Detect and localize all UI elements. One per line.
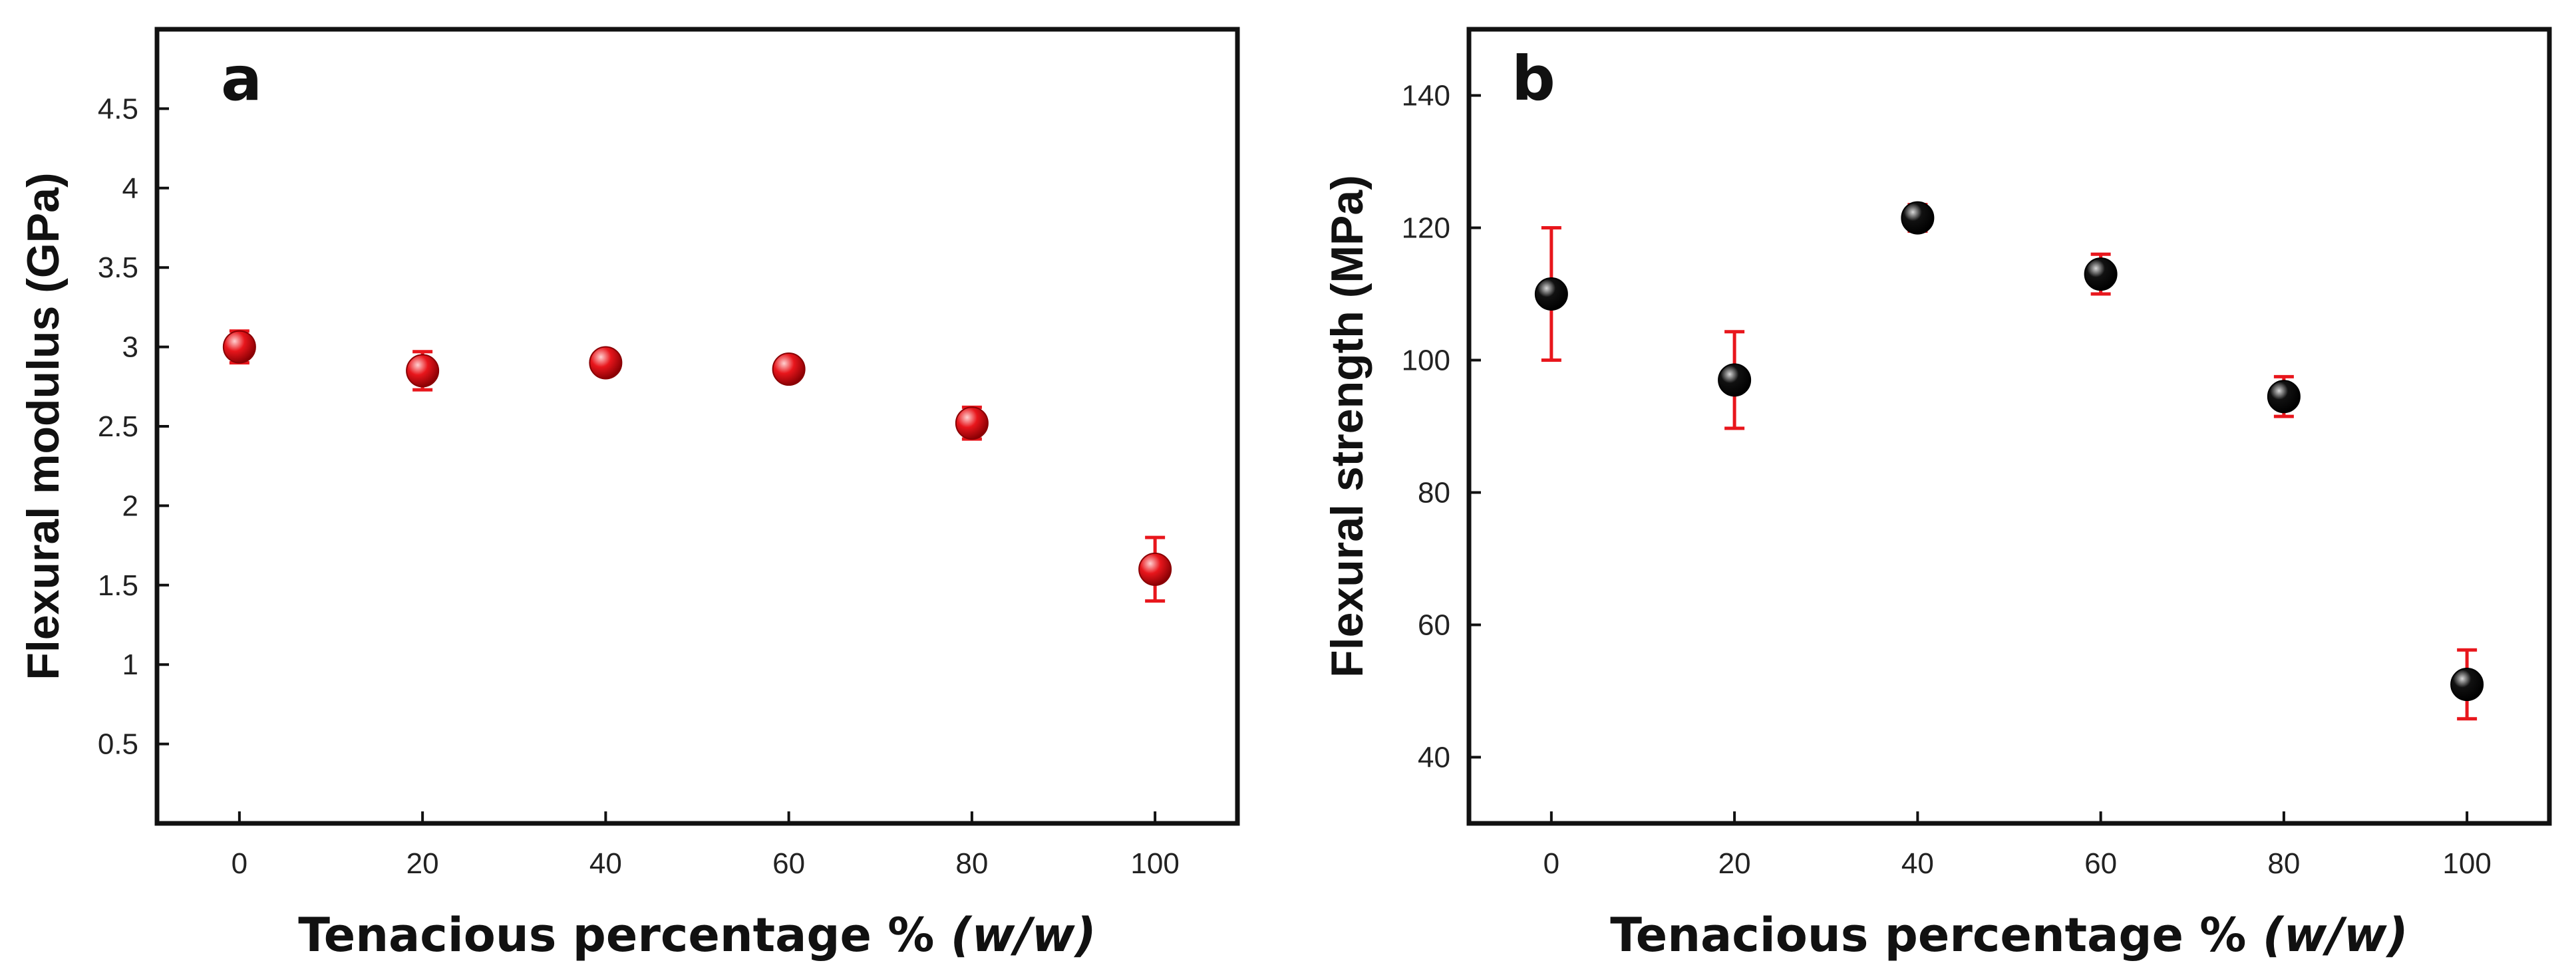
x-tick-label: 60 <box>772 847 805 880</box>
x-tick-label: 100 <box>1130 847 1179 880</box>
y-tick-label: 1 <box>122 648 138 681</box>
y-tick-label: 2.5 <box>98 410 138 443</box>
x-tick-label: 80 <box>2267 847 2300 880</box>
y-tick-label: 40 <box>1418 742 1450 774</box>
y-tick-label: 2 <box>122 490 138 522</box>
y-tick-label: 3 <box>122 331 138 364</box>
x-axis-title: Tenacious percentage % (w/w) <box>1610 908 2408 962</box>
y-tick-label: 120 <box>1402 212 1450 245</box>
x-tick-label: 20 <box>1718 847 1751 880</box>
x-axis: 0 20 40 60 80 100 <box>232 811 1180 880</box>
x-tick-label: 20 <box>406 847 439 880</box>
plot-frame <box>154 27 1240 826</box>
data-point <box>2084 257 2118 291</box>
y-axis-title: Flexural strength (MPa) <box>1322 175 1372 678</box>
x-tick-label: 0 <box>1543 847 1559 880</box>
data-point <box>406 354 440 388</box>
x-tick-label: 40 <box>589 847 622 880</box>
x-tick-label: 0 <box>232 847 247 880</box>
data-point <box>222 330 256 364</box>
data-point <box>2267 380 2301 414</box>
data-point <box>589 346 623 380</box>
panel-b: b 40 60 80 100 120 140 0 20 40 60 80 100 Flexural … <box>1322 27 2552 962</box>
x-tick-label: 60 <box>2084 847 2117 880</box>
y-tick-label: 0.5 <box>98 728 138 761</box>
x-tick-label: 40 <box>1901 847 1934 880</box>
y-tick-label: 140 <box>1402 80 1450 112</box>
data-point <box>955 406 989 440</box>
y-tick-label: 4.5 <box>98 92 138 125</box>
data-point <box>1534 277 1568 311</box>
y-tick-label: 1.5 <box>98 569 138 602</box>
x-tick-label: 100 <box>2442 847 2491 880</box>
data-point <box>1138 552 1172 586</box>
y-tick-label: 4 <box>122 172 138 205</box>
data-point <box>1901 201 1935 235</box>
y-axis-title: Flexural modulus (GPa) <box>18 172 69 680</box>
y-tick-label: 100 <box>1402 345 1450 377</box>
data-point <box>1718 363 1752 397</box>
x-axis: 0 20 40 60 80 100 <box>1543 811 2492 880</box>
data-point <box>772 352 806 386</box>
y-tick-label: 3.5 <box>98 251 138 284</box>
y-tick-label: 80 <box>1418 477 1450 509</box>
panel-label: b <box>1512 43 1555 114</box>
x-tick-label: 80 <box>955 847 988 880</box>
data-points <box>222 330 1172 586</box>
error-bars <box>229 329 1166 603</box>
data-points <box>1534 201 2484 702</box>
panel-label: a <box>221 43 262 114</box>
y-axis: 40 60 80 100 120 140 <box>1402 80 1481 774</box>
x-axis-title: Tenacious percentage % (w/w) <box>298 908 1096 962</box>
y-tick-label: 60 <box>1418 609 1450 642</box>
data-point <box>2450 668 2484 702</box>
panel-a: a 0.5 1 1.5 2 2.5 3 3.5 4 4.5 0 20 40 60 80 100 Flexu… <box>18 27 1240 962</box>
y-axis: 0.5 1 1.5 2 2.5 3 3.5 4 4.5 <box>98 92 169 761</box>
plot-frame <box>1466 27 2552 826</box>
error-bars <box>1541 203 2478 721</box>
